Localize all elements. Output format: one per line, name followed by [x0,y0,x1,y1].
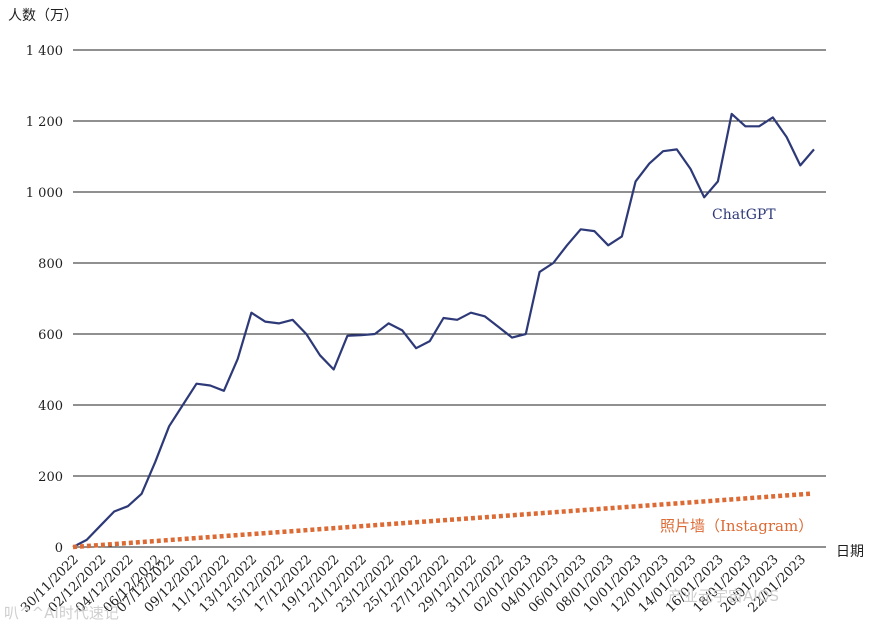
chatgpt-line [72,112,815,548]
y-axis-ticks: 0 200 400 600 800 1 000 1 200 1 400 [26,44,63,556]
y-tick-label: 1 000 [26,186,63,201]
y-tick-label: 1 200 [26,115,63,130]
y-tick-label: 0 [55,541,63,556]
x-axis-label: 日期 [836,544,864,560]
x-axis-ticks: 30/11/202202/12/202204/12/202206/12/2022… [18,552,809,616]
watermark-right: 产业元宇宙AIOS [668,587,779,605]
y-axis-label: 人数（万） [8,8,78,24]
instagram-series-label: 照片墙（Instagram） [660,517,813,535]
y-tick-label: 400 [38,399,63,414]
series-group [72,112,815,550]
chatgpt-series-label: ChatGPT [712,207,776,223]
watermark-left: 叭^^AI时代速记 [4,604,119,622]
y-tick-label: 1 400 [26,44,63,59]
gridlines [73,49,826,548]
y-tick-label: 800 [38,257,63,272]
y-tick-label: 600 [38,328,63,343]
y-tick-label: 200 [38,470,63,485]
